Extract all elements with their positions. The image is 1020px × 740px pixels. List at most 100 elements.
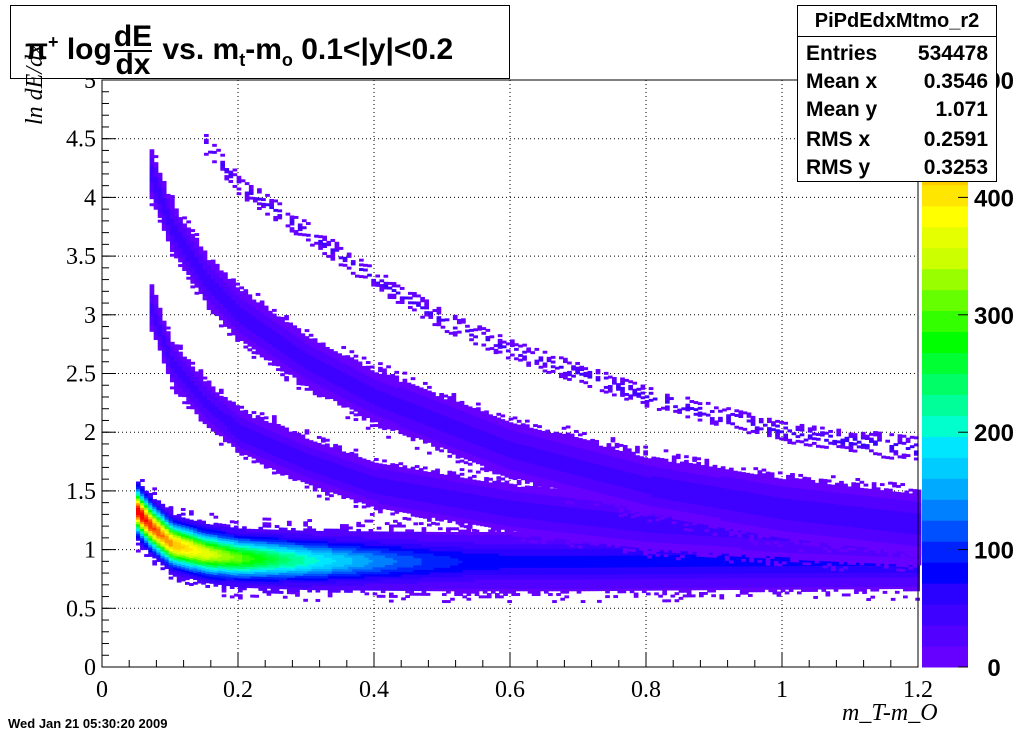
heatmap-cell	[266, 524, 272, 528]
heatmap-cell	[152, 510, 157, 514]
heatmap-cell	[266, 550, 272, 554]
heatmap-cell	[193, 577, 198, 581]
heatmap-cell	[315, 542, 321, 546]
heatmap-cell	[168, 513, 174, 517]
heatmap-cell	[246, 561, 251, 565]
heatmap-cell	[209, 571, 215, 575]
heatmap-cell	[176, 516, 182, 520]
heatmap-cell	[246, 538, 251, 542]
heatmap-cell	[372, 564, 378, 568]
heatmap-cell	[417, 592, 423, 596]
heatmap-cell	[176, 537, 182, 541]
heatmap-cell	[348, 580, 353, 584]
heatmap-cell	[254, 557, 259, 561]
heatmap-cell	[340, 540, 345, 544]
heatmap-cell	[376, 550, 382, 554]
heatmap-cell	[209, 573, 215, 577]
heatmap-cell	[168, 576, 174, 580]
heatmap-cell	[136, 530, 141, 534]
heatmap-cell	[442, 560, 447, 564]
heatmap-cell	[446, 529, 451, 533]
heatmap-cell	[437, 534, 443, 538]
heatmap-cell	[156, 530, 162, 534]
heatmap-cell	[140, 514, 145, 518]
heatmap-cell	[327, 568, 333, 572]
heatmap-cell	[384, 559, 390, 563]
heatmap-cell	[160, 536, 166, 540]
heatmap-cell	[446, 541, 451, 545]
heatmap-cell	[209, 550, 215, 554]
heatmap-cell	[662, 599, 667, 603]
heatmap-cell	[384, 543, 390, 547]
heatmap-cell	[229, 555, 235, 559]
heatmap-cell	[233, 549, 239, 552]
heatmap-cell	[242, 545, 247, 548]
heatmap-cell	[242, 547, 247, 551]
heatmap-cell	[417, 531, 423, 535]
heatmap-cell	[213, 532, 219, 536]
heatmap-cell	[393, 571, 398, 575]
heatmap-cell	[401, 531, 406, 535]
heatmap-cell	[282, 574, 288, 578]
heatmap-cell	[348, 559, 353, 563]
heatmap-cell	[462, 560, 468, 564]
heatmap-cell	[213, 522, 219, 526]
heatmap-cell	[319, 561, 325, 565]
heatmap-cell	[442, 548, 447, 552]
heatmap-cell	[454, 534, 459, 538]
heatmap-cell	[201, 581, 206, 585]
heatmap-cell	[266, 562, 272, 566]
heatmap-cell	[380, 580, 386, 584]
heatmap-cell	[282, 558, 288, 562]
heatmap-cell	[152, 548, 157, 552]
heatmap-cell	[189, 510, 194, 514]
heatmap-cell	[462, 536, 468, 540]
heatmap-cell	[515, 593, 521, 596]
heatmap-cell	[393, 573, 398, 577]
heatmap-cell	[295, 582, 300, 586]
heatmap-cell	[140, 523, 145, 527]
heatmap-cell	[446, 578, 451, 582]
heatmap-cell	[376, 526, 382, 530]
heatmap-cell	[213, 543, 219, 547]
heatmap-cell	[413, 571, 419, 575]
heatmap-cell	[446, 553, 451, 557]
heatmap-cell	[340, 533, 345, 537]
heatmap-cell	[282, 584, 288, 587]
heatmap-cell	[340, 580, 345, 584]
heatmap-cell	[295, 544, 300, 548]
heatmap-cell	[315, 552, 321, 555]
heatmap-cell	[303, 570, 308, 574]
heatmap-cell	[548, 593, 553, 596]
heatmap-cell	[152, 541, 157, 545]
heatmap-cell	[270, 557, 276, 561]
heatmap-cell	[258, 550, 264, 554]
heatmap-cell	[201, 572, 206, 576]
heatmap-cell	[368, 543, 374, 547]
heatmap-cell	[299, 551, 304, 555]
heatmap-cell	[262, 559, 268, 563]
heatmap-cell	[299, 544, 304, 548]
heatmap-cell	[278, 579, 284, 583]
heatmap-cell	[384, 585, 390, 589]
heatmap-cell	[556, 593, 561, 596]
heatmap-cell	[286, 541, 292, 545]
heatmap-cell	[401, 587, 406, 591]
heatmap-cell	[168, 536, 174, 540]
heatmap-cell	[368, 531, 374, 535]
heatmap-cell	[429, 588, 435, 592]
heatmap-cell	[450, 562, 455, 566]
heatmap-cell	[393, 533, 398, 537]
heatmap-cell	[148, 521, 153, 525]
heatmap-cell	[311, 575, 317, 579]
heatmap-cell	[238, 577, 243, 581]
heatmap-cell	[144, 514, 149, 518]
heatmap-cell	[335, 556, 341, 560]
heatmap-cell	[140, 490, 145, 494]
heatmap-cell	[258, 540, 264, 544]
heatmap-cell	[340, 538, 345, 542]
heatmap-cell	[495, 593, 500, 596]
heatmap-cell	[442, 593, 447, 596]
heatmap-cell	[356, 535, 361, 539]
heatmap-cell	[258, 583, 264, 587]
